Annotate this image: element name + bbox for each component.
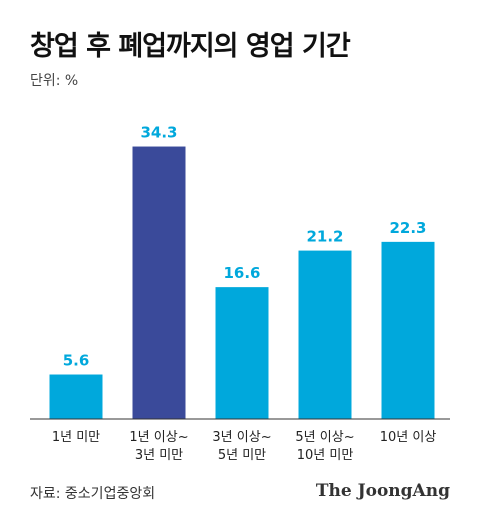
category-label: 10년 미만: [297, 448, 354, 463]
category-label: 1년 이상~: [129, 430, 188, 445]
bar: [298, 250, 352, 419]
category-label: 3년 미만: [135, 448, 183, 463]
data-label: 22.3: [389, 219, 426, 237]
source-note: 자료: 중소기업중앙회: [30, 486, 156, 502]
data-label: 5.6: [63, 352, 90, 370]
bar: [132, 146, 186, 419]
chart-title: 창업 후 폐업까지의 영업 기간: [30, 31, 351, 62]
bar: [215, 287, 269, 419]
bar: [49, 374, 103, 419]
data-label: 16.6: [223, 264, 260, 282]
category-label: 10년 이상: [380, 430, 437, 445]
category-label: 3년 이상~: [212, 430, 271, 445]
data-label: 34.3: [140, 124, 177, 142]
data-label: 21.2: [306, 228, 343, 246]
bar-chart: 5.6 1년 미만 34.3 1년 이상~ 3년 미만 16.6 3년 이상~ 5년 미만 21…: [30, 124, 450, 463]
category-label: 5년 미만: [218, 448, 266, 463]
category-label: 1년 미만: [52, 430, 100, 445]
brand-logo: The JoongAng: [315, 481, 450, 501]
unit-label: 단위: %: [30, 73, 79, 89]
category-label: 5년 이상~: [295, 430, 354, 445]
bar: [381, 241, 435, 419]
